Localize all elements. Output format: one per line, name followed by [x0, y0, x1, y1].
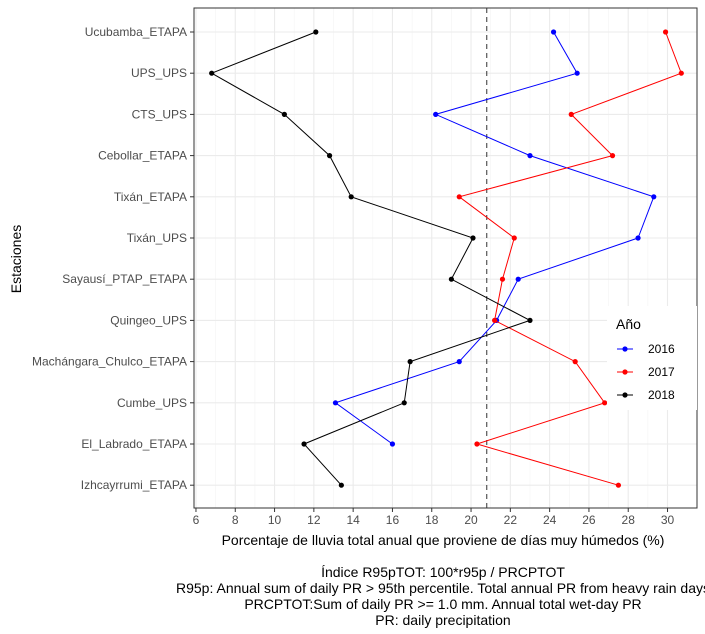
caption: Índice R95pTOT: 100*r95p / PRCPTOT R95p:…	[176, 564, 705, 628]
x-tick-label: 14	[346, 513, 360, 527]
legend-background	[607, 306, 697, 410]
y-tick-label: Cebollar_ETAPA	[98, 149, 187, 163]
data-point-2016	[635, 235, 641, 241]
x-axis-title: Porcentaje de lluvia total anual que pro…	[222, 532, 665, 548]
caption-line-1: Índice R95pTOT: 100*r95p / PRCPTOT	[321, 564, 565, 580]
legend-item-2018: 2018	[617, 388, 675, 402]
x-axis: 6 8 10 12 14 16 18 20 22 24 26 28 30	[193, 508, 675, 527]
data-point-2016	[527, 153, 533, 159]
y-tick-label: Izhcayrrumi_ETAPA	[81, 478, 187, 492]
x-tick-label: 16	[386, 513, 400, 527]
series-2018	[209, 29, 533, 488]
data-point-2016	[574, 70, 580, 76]
data-point-2018	[401, 400, 407, 406]
y-tick-label: Machángara_Chulco_ETAPA	[32, 355, 187, 369]
data-point-2016	[515, 276, 521, 282]
y-tick-label: CTS_UPS	[132, 107, 187, 121]
data-point-2018	[209, 70, 215, 76]
x-tick-label: 24	[543, 513, 557, 527]
y-tick-label: Ucubamba_ETAPA	[85, 25, 187, 39]
data-point-2017	[568, 111, 574, 117]
legend-item-2017: 2017	[617, 365, 675, 379]
x-tick-label: 6	[193, 513, 200, 527]
data-point-2018	[448, 276, 454, 282]
legend-label: 2018	[648, 388, 675, 402]
data-point-2018	[301, 441, 307, 447]
legend-title: Año	[616, 316, 641, 332]
legend-item-2016: 2016	[617, 342, 675, 356]
legend-key-point	[622, 392, 628, 398]
data-point-2017	[662, 29, 669, 35]
data-point-2016	[456, 359, 462, 365]
caption-line-2: R95p: Annual sum of daily PR > 95th perc…	[176, 580, 705, 596]
series-line-2018	[210, 31, 532, 486]
caption-line-4: PR: daily precipitation	[375, 612, 510, 628]
y-axis-title: Estaciones	[8, 225, 24, 293]
data-point-2017	[572, 359, 578, 365]
data-point-2018	[527, 317, 533, 323]
data-point-2018	[313, 29, 319, 35]
series-2016	[332, 29, 657, 447]
series-line-2017	[458, 31, 682, 486]
y-axis: Ucubamba_ETAPA UPS_UPS CTS_UPS Cebollar_ETA…	[32, 25, 194, 492]
y-tick-label: Tixán_ETAPA	[114, 190, 187, 204]
data-point-2018	[348, 194, 354, 200]
y-tick-label: UPS_UPS	[131, 66, 187, 80]
data-point-2017	[615, 482, 622, 488]
y-tick-label: Cumbe_UPS	[117, 396, 187, 410]
legend-keys: 2016 2017 2018	[617, 342, 675, 402]
x-tick-label: 20	[464, 513, 478, 527]
x-tick-label: 10	[268, 513, 282, 527]
data-point-2018	[281, 111, 287, 117]
y-tick-label: Quingeo_UPS	[110, 313, 187, 327]
data-point-2018	[470, 235, 476, 241]
data-point-2017	[602, 400, 608, 406]
data-point-2016	[389, 441, 396, 447]
data-point-2017	[456, 194, 462, 200]
panel-border	[193, 7, 698, 509]
x-tick-label: 30	[661, 513, 675, 527]
legend-label: 2017	[648, 365, 675, 379]
series-layer	[209, 29, 684, 488]
y-tick-label: Tixán_UPS	[127, 231, 187, 245]
data-point-2016	[550, 29, 557, 35]
data-point-2018	[407, 359, 413, 365]
data-point-2017	[609, 153, 616, 159]
data-point-2017	[492, 317, 498, 323]
x-tick-label: 18	[425, 513, 439, 527]
data-point-2016	[651, 194, 657, 200]
legend-key-point	[622, 346, 628, 352]
data-point-2017	[511, 235, 517, 241]
data-point-2017	[499, 276, 506, 282]
caption-line-3: PRCPTOT:Sum of daily PR >= 1.0 mm. Annua…	[244, 596, 641, 612]
data-point-2017	[678, 70, 684, 76]
legend: Año 2016 2017 2018	[607, 306, 697, 410]
legend-key-point	[622, 369, 628, 375]
x-tick-label: 28	[622, 513, 636, 527]
legend-label: 2016	[648, 342, 675, 356]
x-tick-label: 26	[582, 513, 596, 527]
data-point-2018	[338, 482, 344, 488]
x-tick-label: 12	[307, 513, 321, 527]
data-point-2016	[332, 400, 339, 406]
x-tick-label: 22	[504, 513, 518, 527]
data-point-2017	[474, 441, 480, 447]
x-tick-label: 8	[232, 513, 239, 527]
y-tick-label: El_Labrado_ETAPA	[81, 437, 187, 451]
data-point-2018	[326, 153, 333, 159]
y-tick-label: Sayausí_PTAP_ETAPA	[62, 272, 187, 286]
series-2017	[456, 29, 684, 488]
data-point-2016	[433, 111, 439, 117]
